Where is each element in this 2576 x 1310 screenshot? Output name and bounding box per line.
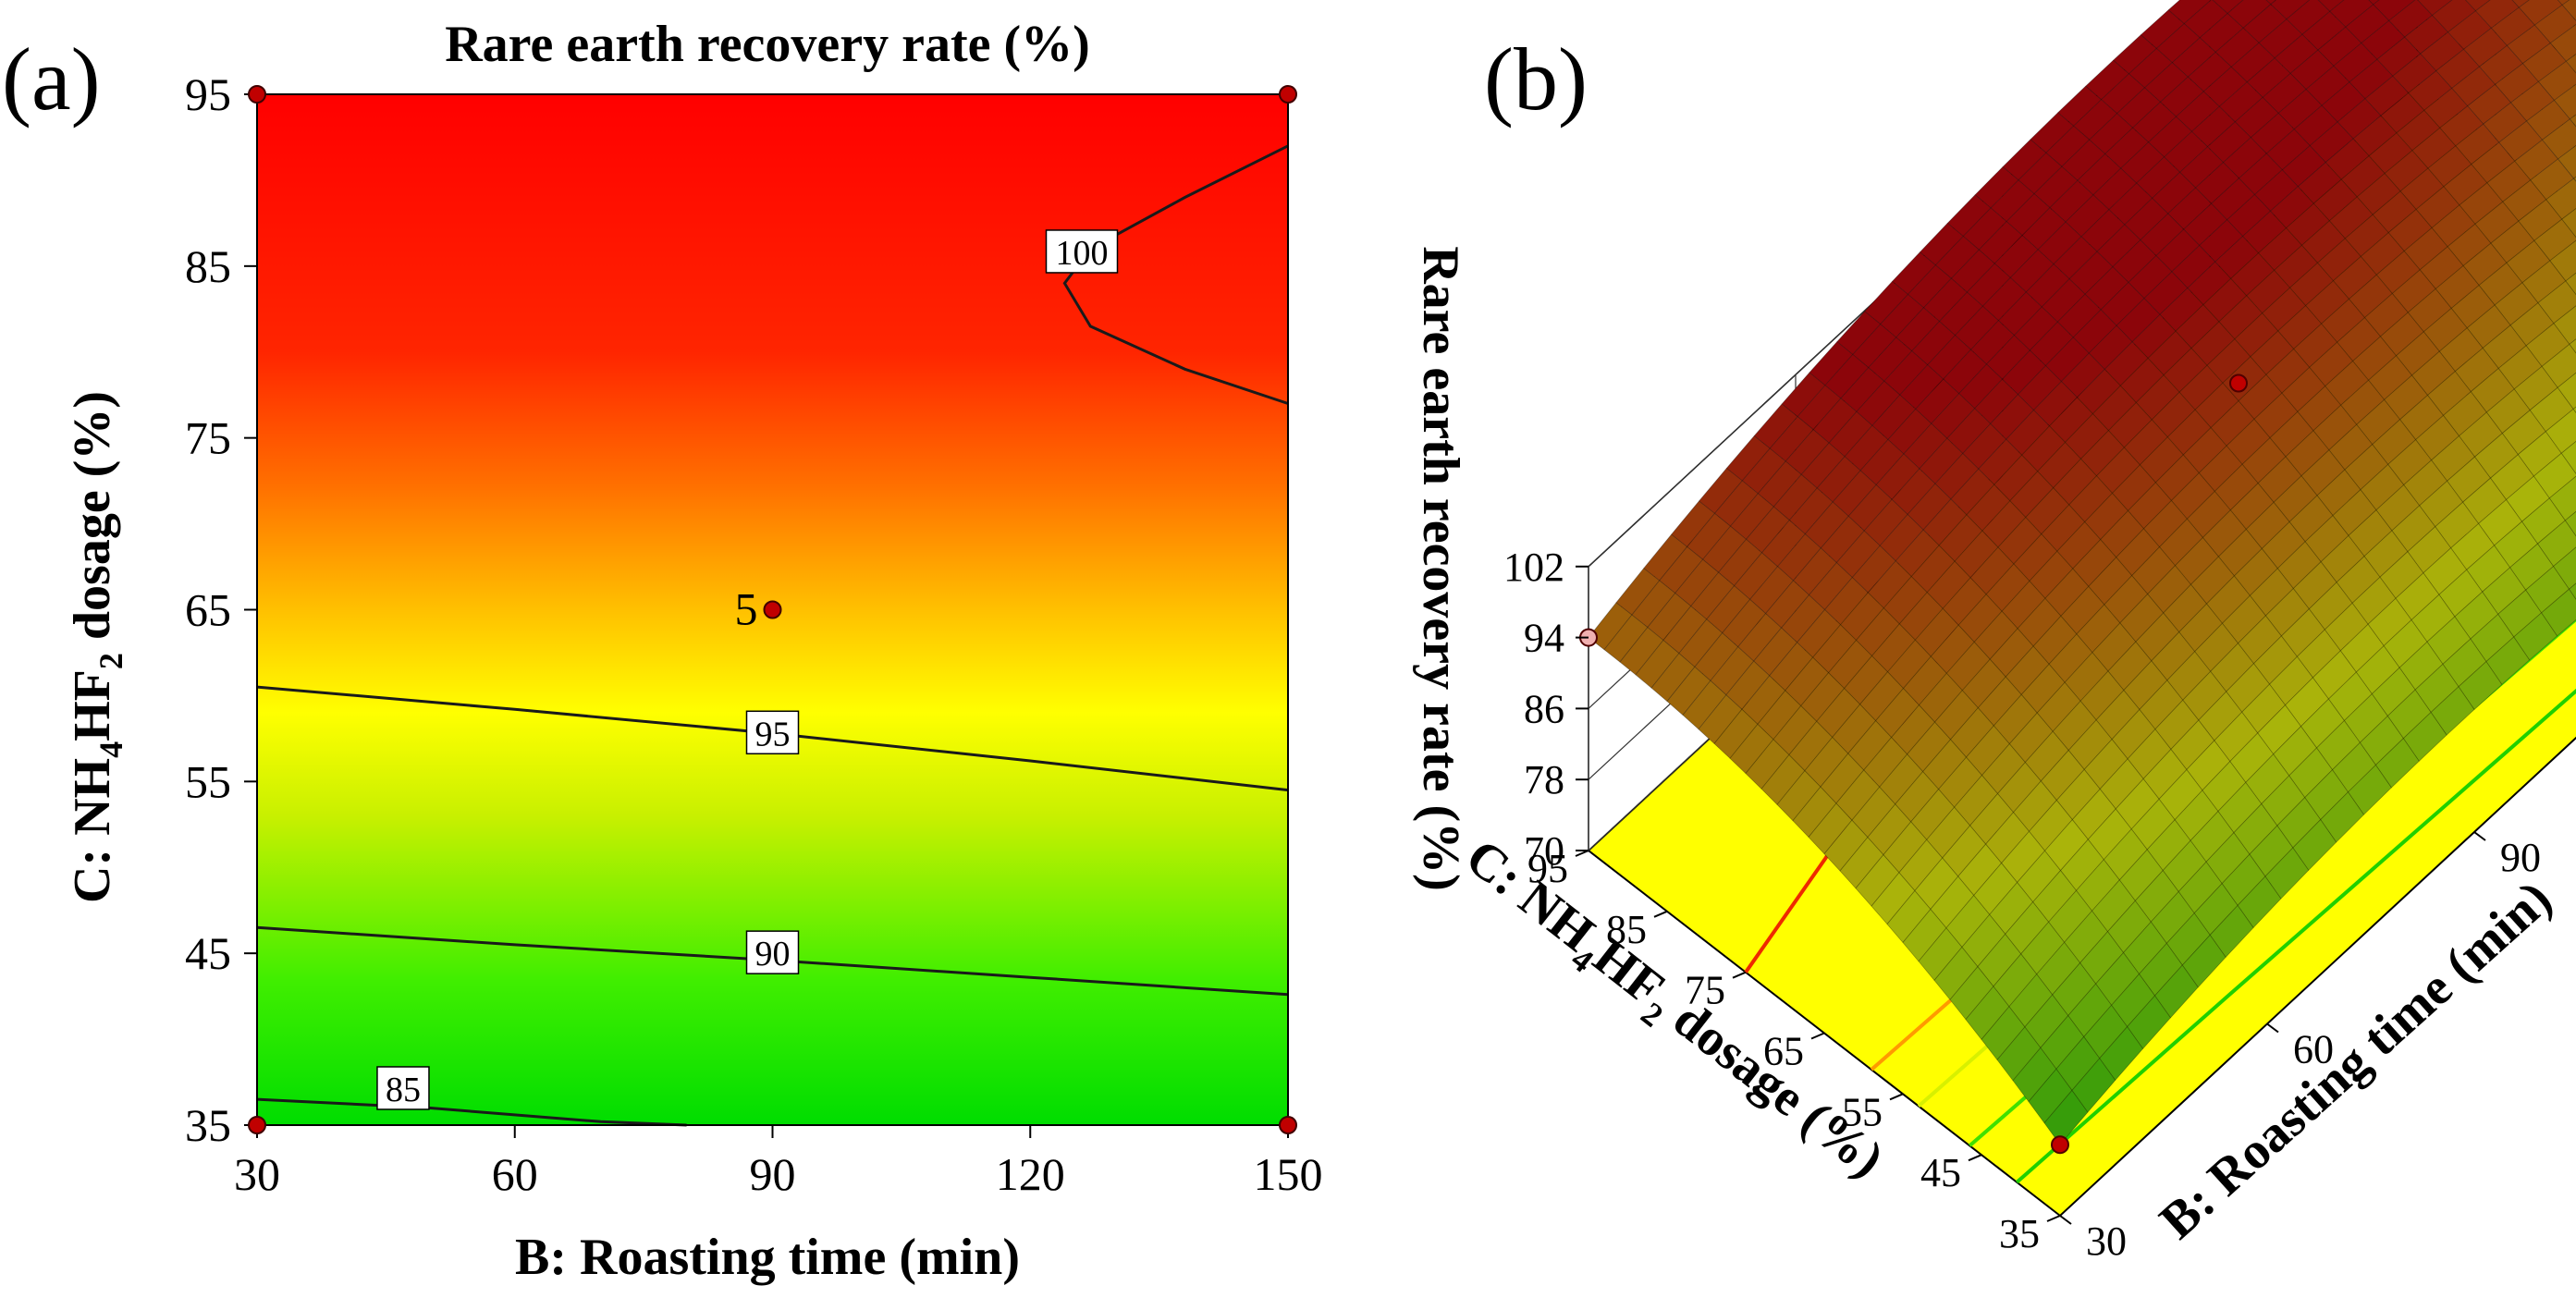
y-axis-label: C: NH4HF2 dosage (%) <box>64 391 129 903</box>
contour-line-85 <box>256 1097 687 1127</box>
surface-cell <box>2572 406 2576 414</box>
surface-cell <box>2565 272 2576 296</box>
surface-axis-ticks: 7078869410230609012015035455565758595 <box>1503 545 2541 1264</box>
contour-labels: 100 95 90 85 <box>376 229 1119 1110</box>
panel-label-b: (b) <box>1484 30 1588 129</box>
c-tick-mark <box>1732 971 1747 979</box>
surface-cell <box>2368 0 2380 6</box>
x-axis-label: B: Roasting time (min) <box>515 1229 1020 1286</box>
c-tick-mark <box>1575 850 1589 857</box>
c-tick-mark <box>1653 910 1668 918</box>
z-tick-label: 86 <box>1524 686 1564 731</box>
y-label-subscript: 2 <box>92 653 129 669</box>
z-axis-label: Rare earth recovery rate (%) <box>1412 246 1469 891</box>
c-tick-label: 95 <box>1527 846 1568 891</box>
surface-cell <box>2265 0 2277 6</box>
panel-b: (b) 707886941023060901201503545556575859… <box>1412 0 2576 1264</box>
z-tick-label: 94 <box>1524 616 1564 661</box>
c-tick-label: 55 <box>1842 1089 1883 1134</box>
surface-cell <box>2569 114 2576 128</box>
panel-label-a: (a) <box>2 30 101 129</box>
chart-title: Rare earth recovery rate (%) <box>445 16 1090 73</box>
surface-cell <box>2569 338 2576 354</box>
b-tick-mark <box>2473 831 2486 841</box>
y-label-part: C: NH <box>64 758 121 903</box>
c-tick-label: 75 <box>1685 968 1725 1013</box>
y-axis-ticks: 35 45 55 65 75 85 95 <box>185 68 257 1151</box>
contour-label-box <box>745 710 800 755</box>
contour-label: 90 <box>755 935 791 973</box>
contour-line-100 <box>1062 144 1289 405</box>
contour-label-box <box>376 1066 430 1110</box>
x-tick-label: 120 <box>996 1148 1065 1200</box>
c-tick-label: 85 <box>1606 907 1647 952</box>
y-label-part: dosage (%) <box>64 391 121 653</box>
design-point <box>1279 85 1297 104</box>
b-tick-label: 90 <box>2500 835 2541 880</box>
design-point <box>1279 1116 1297 1134</box>
design-point <box>763 600 782 619</box>
z-tick-label: 78 <box>1524 757 1564 802</box>
contour-label-box <box>745 930 800 974</box>
c-tick-mark <box>1968 1154 1982 1162</box>
c-tick-label: 65 <box>1763 1029 1804 1074</box>
x-tick-label: 150 <box>1254 1148 1323 1200</box>
y-label-subscript: 4 <box>92 741 129 758</box>
x-tick-label: 30 <box>234 1148 280 1200</box>
floor-contour-line <box>2015 688 2576 1184</box>
contour-label: 95 <box>755 715 791 753</box>
y-tick-label: 85 <box>185 240 231 292</box>
b-tick-mark <box>2059 1215 2072 1225</box>
y-tick-label: 75 <box>185 412 231 464</box>
surface-cell <box>2565 54 2576 74</box>
surface-cell <box>2573 176 2576 182</box>
contour-label: 100 <box>1056 234 1109 273</box>
panel-a: (a) Rare earth recovery rate (%) 100 95 90… <box>2 16 1323 1286</box>
c-tick-label: 45 <box>1920 1150 1961 1195</box>
y-tick-label: 35 <box>185 1099 231 1151</box>
response-surface <box>1588 0 2576 1145</box>
surface-design-point <box>2051 1135 2069 1155</box>
x-axis-ticks: 30 60 90 120 150 <box>234 1125 1323 1200</box>
x-tick-label: 90 <box>750 1148 796 1200</box>
y-tick-label: 65 <box>185 584 231 636</box>
contour-label-box <box>1045 229 1119 274</box>
c-tick-mark <box>1889 1093 1904 1101</box>
center-point-count: 5 <box>735 583 758 635</box>
y-tick-label: 95 <box>185 68 231 120</box>
design-point <box>248 85 266 104</box>
c-tick-label: 35 <box>1999 1211 2040 1256</box>
y-tick-label: 55 <box>185 755 231 807</box>
c-tick-mark <box>2046 1215 2061 1222</box>
surface-design-point <box>2229 373 2248 393</box>
wall-grid-line <box>1588 0 2202 568</box>
surface-cell <box>2557 0 2570 6</box>
b-tick-label: 60 <box>2293 1027 2334 1072</box>
x-tick-label: 60 <box>492 1148 538 1200</box>
y-tick-label: 45 <box>185 927 231 979</box>
b-tick-label: 30 <box>2086 1218 2127 1264</box>
contour-label: 85 <box>386 1071 421 1109</box>
design-points <box>248 85 1297 1134</box>
surface-cell <box>2569 582 2576 600</box>
design-point <box>248 1116 266 1134</box>
c-tick-mark <box>1810 1032 1825 1040</box>
y-label-part: HF <box>64 669 121 741</box>
z-tick-label: 102 <box>1503 545 1564 590</box>
z-tick-label: 70 <box>1524 828 1564 874</box>
b-tick-mark <box>2266 1022 2279 1034</box>
